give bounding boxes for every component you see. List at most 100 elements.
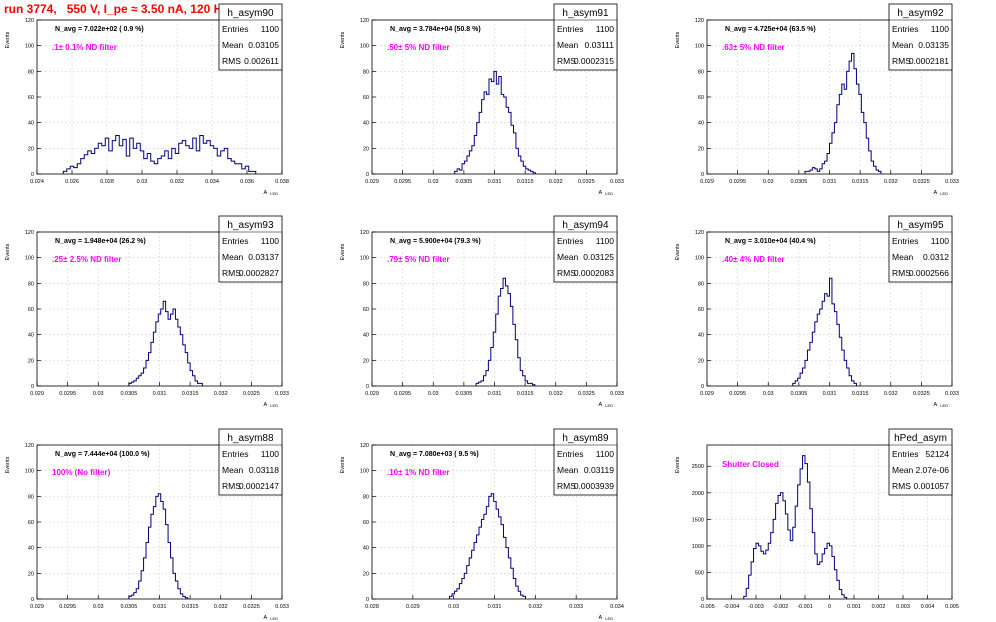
y-tick-label: 60	[363, 95, 369, 101]
y-axis-label: Events	[5, 456, 11, 473]
y-tick-label: 80	[28, 69, 34, 75]
y-axis-label: Events	[5, 31, 11, 48]
x-tick-label: 0.03	[428, 391, 439, 397]
stats-box	[553, 428, 618, 496]
navg-text: N_avg = 3.010e+04 (40.4 %)	[725, 238, 816, 245]
stats-label: Entries	[557, 24, 583, 34]
filter-note: Shutter Closed	[722, 460, 779, 469]
y-tick-label: 80	[363, 69, 369, 75]
stats-label: RMS	[557, 56, 576, 66]
stats-box	[553, 215, 618, 283]
y-tick-label: 0	[366, 384, 369, 390]
y-tick-label: 60	[363, 520, 369, 526]
y-tick-label: 20	[698, 358, 704, 364]
stats-value: 1100	[261, 236, 280, 246]
stats-label: Entries	[222, 24, 248, 34]
x-tick-label: 0.033	[945, 179, 959, 185]
y-tick-label: 100	[25, 469, 34, 475]
x-axis-label: A LED	[264, 402, 279, 408]
y-tick-label: 120	[360, 230, 369, 236]
plot-frame	[36, 444, 283, 600]
stats-value: 0.03111	[585, 40, 615, 50]
y-tick-label: 40	[28, 333, 34, 339]
y-tick-label: 60	[28, 520, 34, 526]
navg-text: N_avg = 7.022e+02 ( 0.9 %)	[55, 26, 144, 33]
y-tick-label: 2500	[692, 464, 704, 470]
x-tick-label: 0.0325	[243, 391, 260, 397]
x-axis-label: A LED	[599, 402, 614, 408]
y-tick-label: 40	[28, 546, 34, 552]
y-tick-label: 120	[25, 443, 34, 449]
x-axis-label-subscript: LED	[270, 191, 278, 196]
stats-label: Entries	[892, 236, 918, 246]
x-tick-label: 0.03	[763, 179, 774, 185]
x-tick-label: 0.033	[610, 179, 624, 185]
histogram-panel: 0.029 0.0295 0.03 0.0305 0.031 0.0315 0.032 0.0…	[675, 3, 959, 196]
stats-label: Mean	[557, 252, 579, 262]
x-tick-label: 0.0295	[729, 391, 746, 397]
x-tick-label: 0.036	[240, 179, 254, 185]
stats-box	[888, 215, 953, 283]
y-tick-label: 100	[25, 256, 34, 262]
stats-label: Entries	[222, 236, 248, 246]
filter-note: .10± 1% ND filter	[387, 468, 450, 477]
histogram-panel: 0.029 0.0295 0.03 0.0305 0.031 0.0315 0.032 0.0…	[340, 215, 624, 408]
stats-box	[218, 428, 283, 496]
stats-label: Entries	[892, 24, 918, 34]
stats-value: 0.03135	[918, 40, 949, 50]
stats-label: RMS	[892, 56, 911, 66]
filter-note: .1± 0.1% ND filter	[52, 43, 117, 52]
stats-label: Mean	[557, 40, 579, 50]
x-tick-label: 0.0305	[455, 391, 472, 397]
navg-text: N_avg = 4.725e+04 (63.5 %)	[725, 26, 816, 33]
x-axis-label-subscript: LED	[605, 403, 613, 408]
stats-label: Entries	[222, 449, 248, 459]
histogram-series	[449, 493, 527, 599]
y-tick-label: 80	[363, 494, 369, 500]
stats-value: 1100	[596, 449, 615, 459]
stats-value: 0.03105	[248, 40, 279, 50]
x-tick-label: 0.031	[488, 179, 502, 185]
x-tick-label: 0.032	[884, 179, 898, 185]
stats-label: Mean	[222, 465, 244, 475]
x-tick-label: 0.0305	[790, 179, 807, 185]
x-tick-label: 0.03	[93, 391, 104, 397]
x-tick-label: 0.032	[549, 179, 563, 185]
stats-value: 0.0002827	[239, 268, 279, 278]
x-tick-label: 0.0315	[182, 391, 199, 397]
stats-value: 0.03119	[584, 465, 614, 475]
x-tick-label: -0.001	[797, 604, 813, 610]
stats-value: 0.0002566	[909, 268, 949, 278]
y-axis-label: Events	[675, 31, 681, 48]
stats-title: h_asym88	[227, 433, 274, 444]
x-axis-label-subscript: LED	[940, 191, 948, 196]
filter-note: .79± 5% ND filter	[387, 255, 450, 264]
histogram-panel: 0.029 0.0295 0.03 0.0305 0.031 0.0315 0.032 0.0…	[340, 3, 624, 196]
y-tick-label: 60	[698, 95, 704, 101]
x-tick-label: 0.033	[275, 604, 289, 610]
y-tick-label: 120	[25, 18, 34, 24]
stats-title: h_asym91	[562, 8, 609, 19]
y-tick-label: 120	[695, 18, 704, 24]
x-tick-label: 0.031	[823, 179, 837, 185]
y-tick-label: 100	[360, 256, 369, 262]
stats-label: Entries	[557, 449, 583, 459]
x-tick-label: 0.034	[205, 179, 219, 185]
y-tick-label: 40	[363, 333, 369, 339]
stats-title: h_asym95	[897, 220, 944, 231]
stats-label: Mean	[222, 252, 244, 262]
x-tick-label: 0.033	[275, 391, 289, 397]
x-tick-label: 0.032	[528, 604, 542, 610]
y-tick-label: 40	[363, 121, 369, 127]
stats-label: RMS	[222, 481, 241, 491]
y-tick-label: 60	[363, 307, 369, 313]
navg-text: N_avg = 1.948e+04 (26.2 %)	[55, 238, 146, 245]
stats-box	[888, 428, 953, 496]
x-tick-label: 0.03	[137, 179, 148, 185]
histogram-panel: 0.029 0.0295 0.03 0.0305 0.031 0.0315 0.032 0.0…	[675, 215, 959, 408]
x-axis-label: A LED	[599, 615, 614, 621]
y-tick-label: 60	[28, 307, 34, 313]
x-axis-label-subscript: LED	[270, 616, 278, 621]
y-tick-label: 0	[31, 172, 34, 178]
stats-value: 1100	[596, 236, 615, 246]
